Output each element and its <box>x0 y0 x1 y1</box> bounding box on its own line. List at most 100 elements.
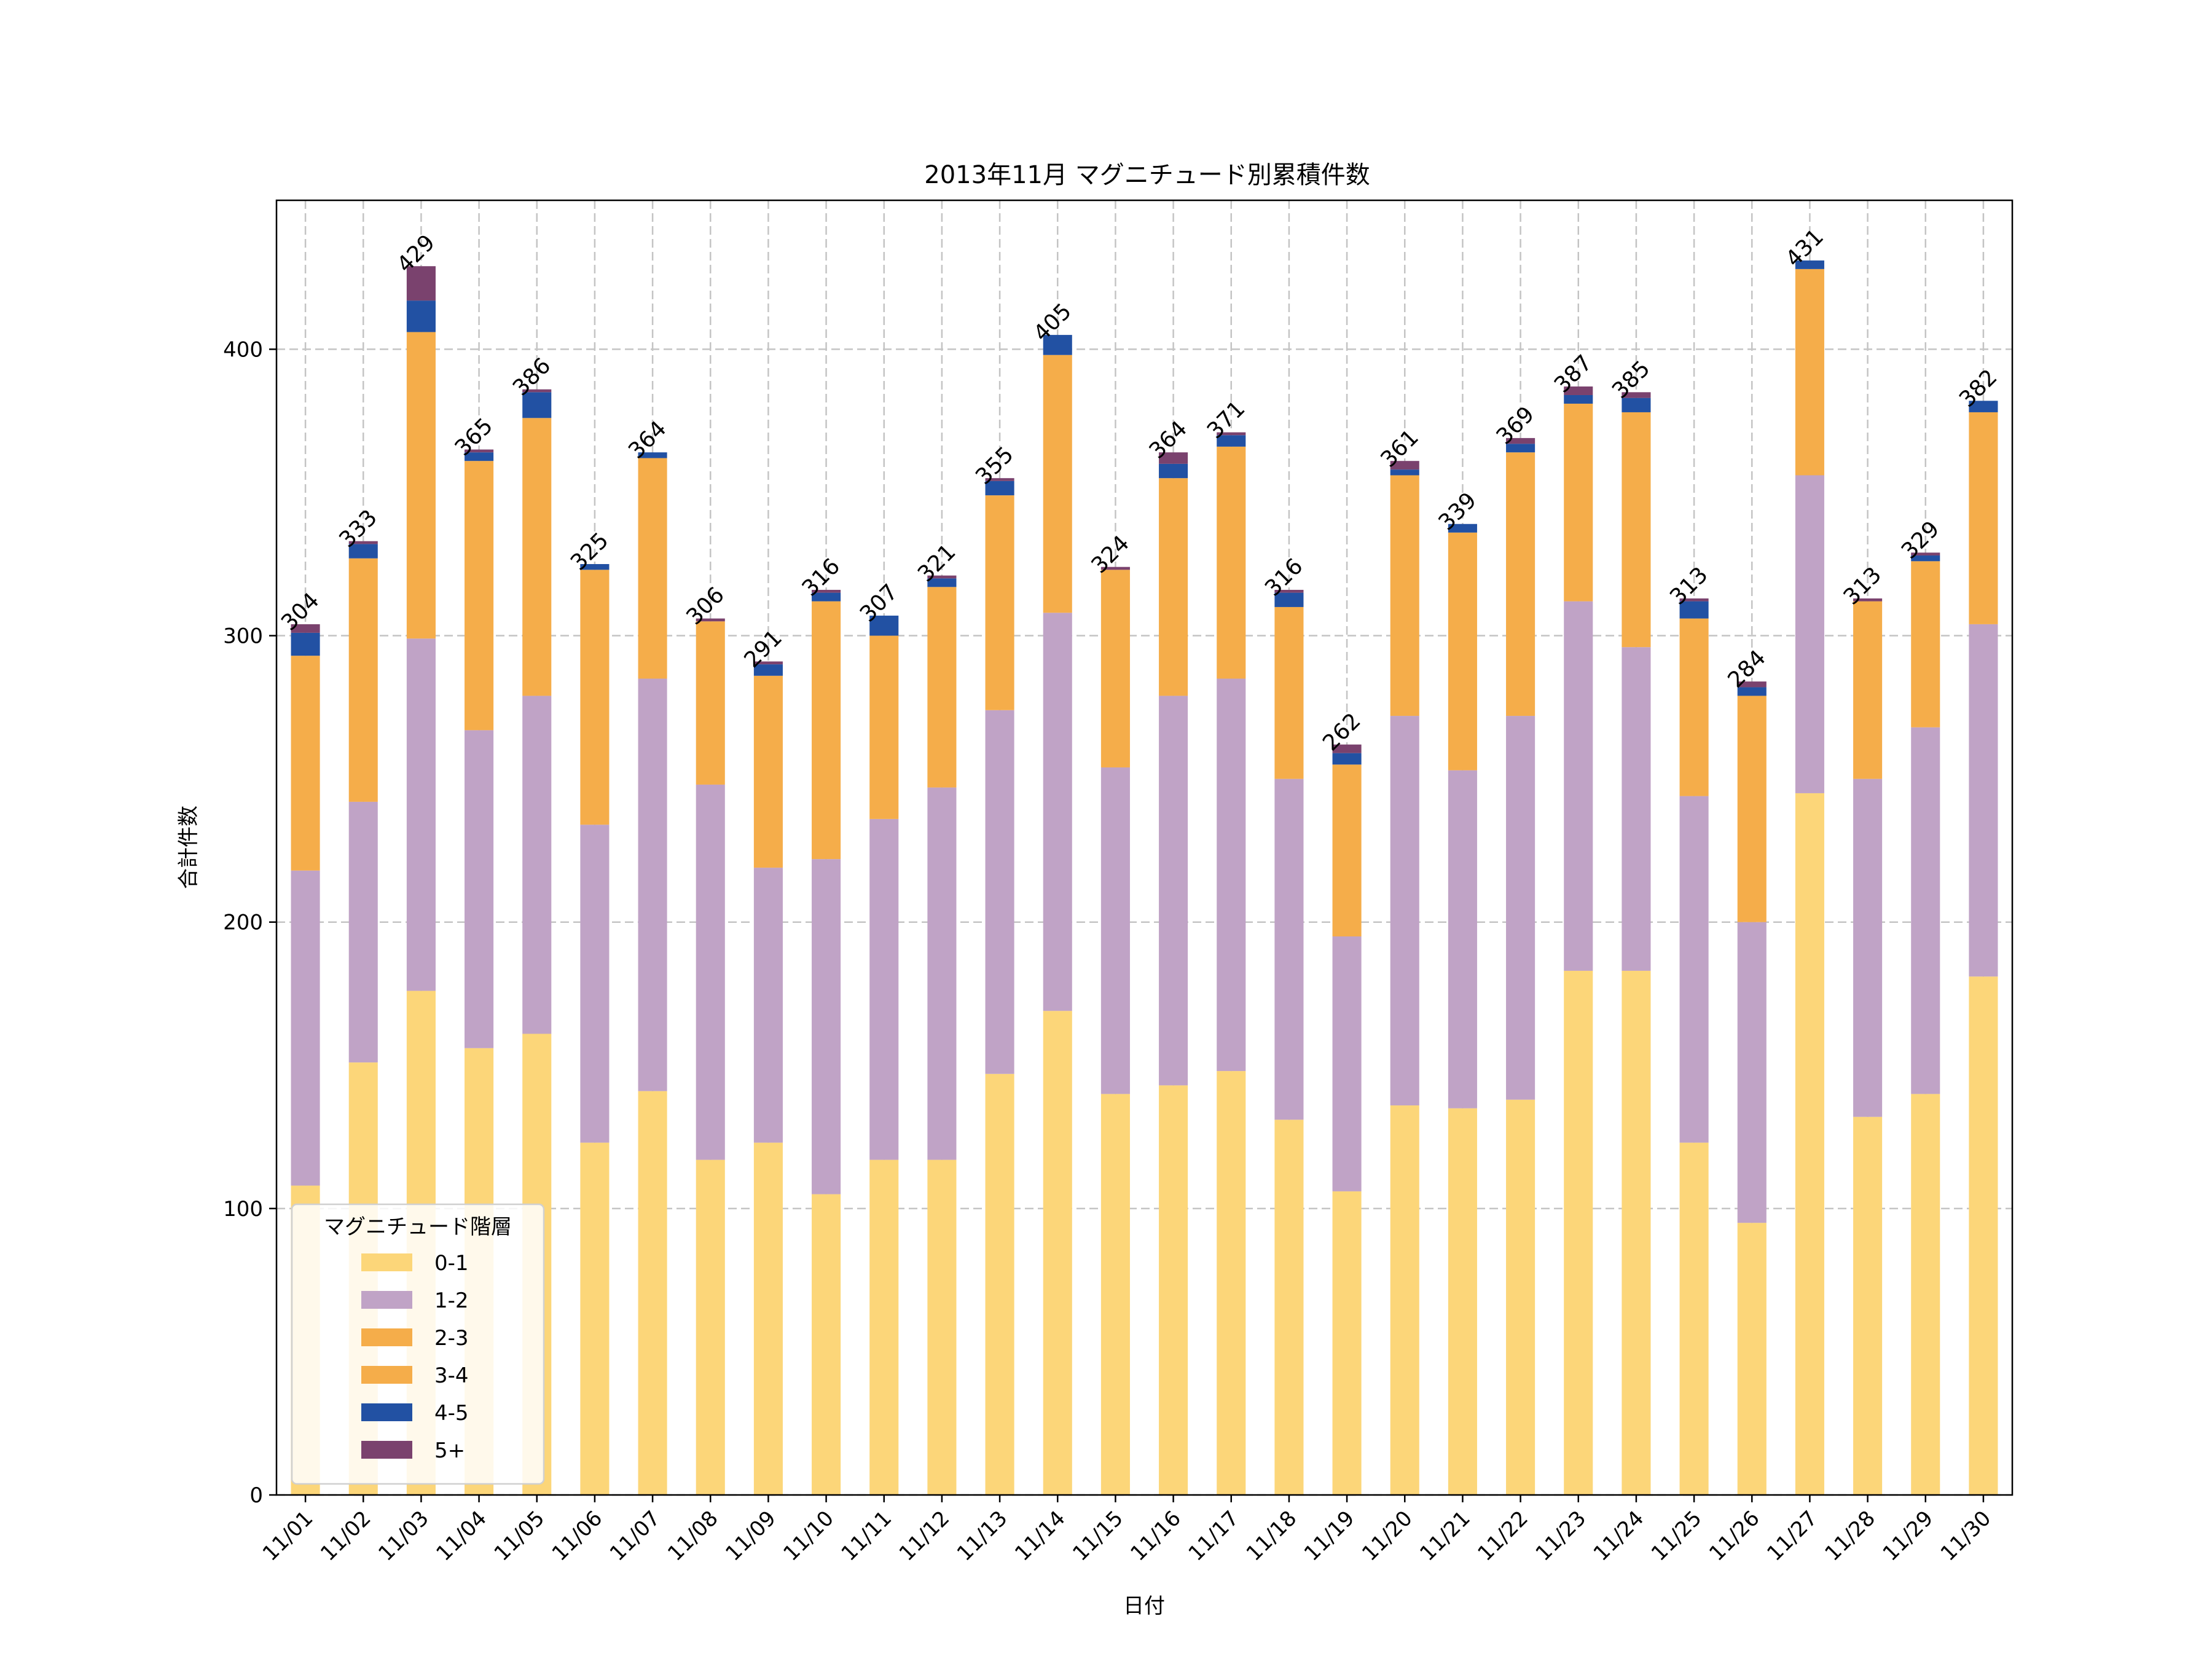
bar-segment-1-2 <box>985 710 1014 1074</box>
x-tick-label: 11/04 <box>431 1506 492 1566</box>
bar-segment-0-1 <box>1217 1071 1246 1495</box>
bar-segment-5+ <box>1737 681 1767 688</box>
bar-segment-5+ <box>1911 552 1940 556</box>
bar-segment-2-3 <box>522 418 552 696</box>
x-tick-label: 11/10 <box>779 1506 839 1566</box>
bar-segment-4-5 <box>1390 469 1419 476</box>
bar-segment-2-3 <box>465 461 494 731</box>
bar-segment-4-5 <box>1737 687 1767 696</box>
bar-segment-1-2 <box>1564 601 1593 971</box>
bar-segment-1-2 <box>1332 936 1362 1191</box>
bar-segment-4-5 <box>1332 753 1362 765</box>
x-tick-label: 11/24 <box>1589 1506 1649 1566</box>
legend-swatch-4-5 <box>361 1403 412 1421</box>
bar-segment-4-5 <box>812 592 841 602</box>
bar-segment-2-3 <box>696 621 725 785</box>
x-tick-label: 11/18 <box>1242 1506 1302 1566</box>
bar-segment-2-3 <box>1679 618 1709 796</box>
y-axis-label: 合計件数 <box>176 806 201 889</box>
x-tick-label: 11/15 <box>1068 1506 1128 1566</box>
x-tick-label: 11/12 <box>895 1506 955 1566</box>
bar-segment-0-1 <box>1332 1191 1362 1495</box>
bar-segment-1-2 <box>1737 922 1767 1223</box>
bar-segment-0-1 <box>1159 1085 1188 1495</box>
x-tick-label: 11/09 <box>721 1506 781 1566</box>
chart-title: 2013年11月 マグニチュード別累積件数 <box>924 161 1370 189</box>
bar-segment-0-1 <box>1448 1108 1477 1495</box>
bar-segment-4-5 <box>1795 260 1824 269</box>
legend-swatch-0-1 <box>361 1253 412 1271</box>
bar-segment-2-3 <box>1969 412 1998 624</box>
bar-segment-4-5 <box>465 452 494 461</box>
bar-segment-2-3 <box>1100 570 1130 767</box>
bar-segment-4-5 <box>1159 463 1188 479</box>
bar-segment-0-1 <box>985 1073 1014 1495</box>
bar-segment-5+ <box>291 624 320 633</box>
legend-swatch-5+ <box>361 1441 412 1459</box>
bar-segment-2-3 <box>406 332 436 639</box>
bar-segment-4-5 <box>1217 435 1246 447</box>
bar-segment-5+ <box>927 575 957 579</box>
bar-segment-1-2 <box>1274 779 1304 1120</box>
bar-segment-5+ <box>522 389 552 393</box>
bar-segment-1-2 <box>291 870 320 1186</box>
bar-segment-1-2 <box>696 784 725 1160</box>
bar-segment-1-2 <box>1159 696 1188 1086</box>
y-axis: 0 100 200 300 400 <box>223 337 276 1508</box>
bar-segment-1-2 <box>1795 475 1824 793</box>
bar-segment-1-2 <box>812 859 841 1194</box>
x-tick-label: 11/19 <box>1300 1506 1360 1566</box>
legend-box <box>291 1203 545 1485</box>
bar-segment-5+ <box>1390 461 1419 470</box>
bar-segment-4-5 <box>1679 601 1709 619</box>
bar-segment-5+ <box>1622 392 1651 398</box>
bar-segment-2-3 <box>1564 403 1593 602</box>
legend-swatch-1-2 <box>361 1291 412 1309</box>
x-tick-label: 11/22 <box>1473 1506 1533 1566</box>
bar-segment-2-3 <box>580 570 610 825</box>
bar-segment-5+ <box>696 618 725 622</box>
legend-label: 3-4 <box>434 1363 469 1388</box>
bar-segment-1-2 <box>580 825 610 1143</box>
bar-segment-1-2 <box>1911 727 1940 1094</box>
bar-segment-2-3 <box>638 458 667 679</box>
bar-segment-1-2 <box>1622 647 1651 971</box>
bar-segment-2-3 <box>985 495 1014 710</box>
x-tick-label: 11/23 <box>1531 1506 1591 1566</box>
y-tick-label: 100 <box>223 1197 263 1222</box>
bar-segment-0-1 <box>1911 1094 1940 1495</box>
bar-segment-1-2 <box>406 638 436 991</box>
bar-segment-4-5 <box>753 664 783 676</box>
bar-segment-2-3 <box>1506 452 1535 716</box>
bar-segment-0-1 <box>1043 1011 1072 1495</box>
legend-label: 5+ <box>434 1438 465 1463</box>
bar-segment-5+ <box>1506 437 1535 444</box>
x-tick-label: 11/20 <box>1357 1506 1418 1566</box>
bar-segment-0-1 <box>812 1194 841 1495</box>
bar-segment-2-3 <box>348 558 378 802</box>
x-axis: 11/0111/0211/0311/0411/0511/0611/0711/08… <box>258 1495 1996 1566</box>
bar-segment-2-3 <box>1737 696 1767 922</box>
bar-segment-0-1 <box>638 1091 667 1495</box>
bar-segment-5+ <box>406 266 436 301</box>
bar-segment-4-5 <box>1564 394 1593 404</box>
bar-segment-1-2 <box>753 868 783 1143</box>
bar-segment-2-3 <box>1622 412 1651 648</box>
bar-segment-4-5 <box>869 615 899 636</box>
bar-segment-4-5 <box>522 392 552 418</box>
bar-segment-5+ <box>812 589 841 593</box>
bar-segment-2-3 <box>1332 764 1362 937</box>
y-tick-label: 200 <box>223 911 263 935</box>
bar-segment-1-2 <box>1853 779 1883 1117</box>
x-axis-label: 日付 <box>1123 1594 1165 1618</box>
x-tick-label: 11/25 <box>1647 1506 1707 1566</box>
bar-segment-2-3 <box>1217 446 1246 679</box>
bar-segment-5+ <box>348 541 378 544</box>
bar-segment-4-5 <box>1911 555 1940 562</box>
x-tick-label: 11/02 <box>316 1506 376 1566</box>
bar-segment-5+ <box>1853 598 1883 602</box>
bar-segment-2-3 <box>1043 355 1072 613</box>
bar-segment-2-3 <box>1274 606 1304 779</box>
bar-segment-0-1 <box>753 1142 783 1495</box>
